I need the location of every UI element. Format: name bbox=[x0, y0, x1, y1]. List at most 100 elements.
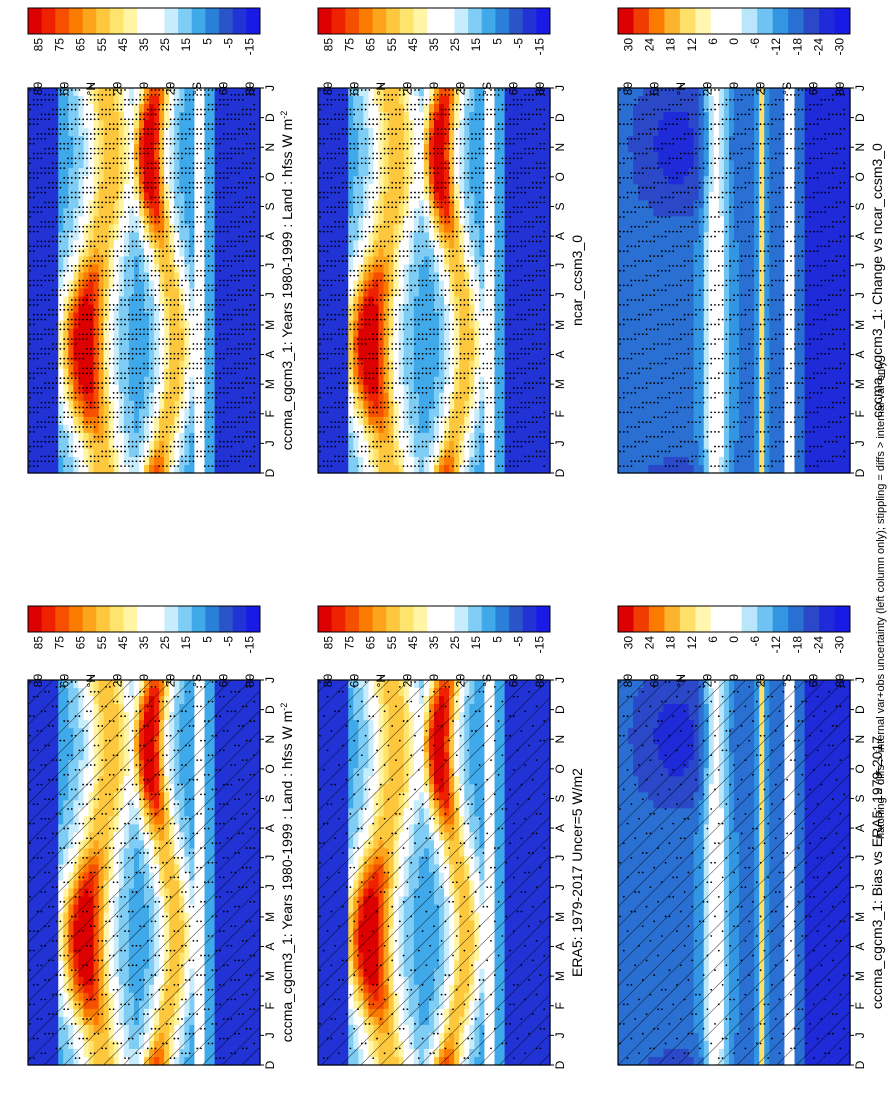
stipple-dot bbox=[158, 720, 161, 722]
stipple-dot bbox=[154, 847, 157, 849]
stipple-dot bbox=[188, 925, 191, 928]
stipple-dot bbox=[188, 905, 191, 908]
stipple-dot bbox=[139, 744, 142, 747]
lat-tick-label: °S bbox=[190, 674, 204, 687]
stipple-dot bbox=[215, 915, 218, 918]
stipple-dot bbox=[97, 725, 100, 727]
stipple-dot bbox=[143, 1032, 145, 1035]
stipple-dot bbox=[154, 793, 157, 796]
stipple-dot bbox=[165, 700, 168, 703]
stipple-dot bbox=[222, 964, 225, 967]
stipple-dot bbox=[139, 998, 142, 1001]
stipple-dot bbox=[253, 773, 256, 776]
stipple-dot bbox=[150, 739, 153, 742]
stipple-dot bbox=[86, 964, 88, 967]
stipple-dot bbox=[29, 734, 31, 737]
stipple-dot bbox=[59, 793, 62, 796]
stipple-dot bbox=[253, 900, 256, 903]
stipple-dot bbox=[116, 1023, 119, 1025]
stipple-dot bbox=[234, 798, 237, 801]
stipple-dot bbox=[226, 710, 229, 713]
stipple-dot bbox=[108, 847, 111, 849]
stipple-dot bbox=[200, 900, 202, 903]
stipple-dot bbox=[36, 803, 39, 806]
stipple-dot bbox=[177, 1018, 180, 1020]
stipple-dot bbox=[93, 852, 96, 854]
stipple-dot bbox=[89, 979, 92, 981]
stipple-dot bbox=[249, 1008, 252, 1011]
stipple-dot bbox=[230, 944, 233, 947]
stipple-dot bbox=[48, 817, 50, 820]
stipple-dot bbox=[48, 959, 50, 962]
stipple-dot bbox=[188, 852, 191, 854]
stipple-dot bbox=[181, 764, 183, 766]
stipple-dot bbox=[55, 759, 58, 762]
stipple-dot bbox=[169, 788, 172, 791]
stipple-dot bbox=[222, 783, 225, 786]
stipple-dot bbox=[230, 817, 233, 820]
stipple-dot bbox=[59, 812, 62, 815]
stipple-dot bbox=[97, 778, 100, 781]
stipple-dot bbox=[101, 832, 104, 835]
stipple-dot bbox=[82, 983, 85, 986]
stipple-dot bbox=[78, 822, 81, 825]
stipple-dot bbox=[97, 939, 100, 942]
stipple-dot bbox=[63, 900, 66, 903]
stipple-dot bbox=[158, 827, 161, 830]
stipple-dot bbox=[200, 993, 202, 996]
stipple-dot bbox=[146, 959, 149, 962]
stipple-dot bbox=[222, 1018, 225, 1020]
stipple-dot bbox=[93, 959, 96, 962]
stipple-dot bbox=[116, 734, 119, 737]
stipple-dot bbox=[146, 1047, 149, 1050]
stipple-dot bbox=[86, 783, 88, 786]
stipple-dot bbox=[196, 886, 199, 889]
stipple-dot bbox=[203, 900, 206, 903]
stipple-dot bbox=[207, 1008, 210, 1011]
stipple-dot bbox=[238, 979, 240, 981]
stipple-dot bbox=[63, 1008, 66, 1011]
stipple-dot bbox=[222, 856, 225, 859]
stipple-dot bbox=[78, 876, 81, 879]
stipple-dot bbox=[165, 788, 168, 791]
stipple-dot bbox=[59, 993, 62, 996]
stipple-dot bbox=[139, 690, 142, 693]
stipple-dot bbox=[203, 793, 206, 796]
stipple-dot bbox=[150, 886, 153, 889]
stipple-dot bbox=[120, 896, 123, 898]
stipple-dot bbox=[249, 793, 252, 796]
stipple-dot bbox=[219, 769, 221, 771]
stipple-dot bbox=[40, 817, 43, 820]
stipple-dot bbox=[241, 705, 244, 708]
stipple-dot bbox=[32, 876, 35, 879]
stipple-dot bbox=[105, 739, 107, 742]
stipple-dot bbox=[55, 1047, 58, 1050]
stipple-dot bbox=[59, 954, 62, 957]
stipple-dot bbox=[63, 793, 66, 796]
stipple-dot bbox=[238, 1032, 240, 1035]
stipple-dot bbox=[101, 759, 104, 762]
stipple-dot bbox=[44, 710, 47, 713]
stipple-dot bbox=[82, 729, 85, 732]
stipple-dot bbox=[169, 969, 172, 972]
stipple-dot bbox=[230, 1018, 233, 1020]
stipple-dot bbox=[162, 861, 164, 864]
stipple-dot bbox=[215, 842, 218, 845]
stipple-dot bbox=[127, 930, 130, 933]
stipple-dot bbox=[184, 764, 187, 766]
stipple-dot bbox=[192, 1032, 195, 1035]
stipple-dot bbox=[29, 842, 31, 845]
month-tick-label: S bbox=[263, 794, 277, 802]
stipple-dot bbox=[203, 1008, 206, 1011]
stipple-dot bbox=[241, 959, 244, 962]
stipple-dot bbox=[253, 827, 256, 830]
stipple-dot bbox=[249, 739, 252, 742]
stipple-dot bbox=[234, 1052, 237, 1055]
stipple-dot bbox=[215, 1003, 218, 1006]
stipple-dot bbox=[245, 739, 248, 742]
stipple-dot bbox=[124, 949, 126, 952]
stipple-dot bbox=[29, 715, 31, 718]
stipple-dot bbox=[131, 729, 134, 732]
stipple-dot bbox=[215, 969, 218, 972]
stipple-dot bbox=[108, 920, 111, 923]
